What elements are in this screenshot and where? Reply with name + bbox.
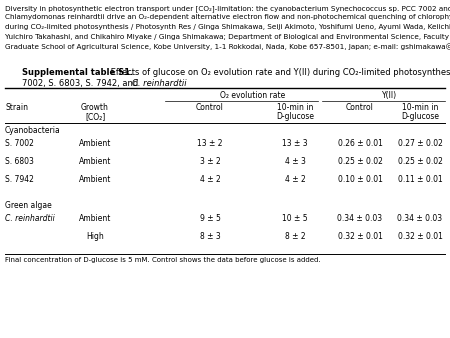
Text: 4 ± 3: 4 ± 3 (284, 157, 306, 166)
Text: Ambient: Ambient (79, 214, 111, 223)
Text: Ambient: Ambient (79, 175, 111, 184)
Text: O₂ evolution rate: O₂ evolution rate (220, 91, 285, 100)
Text: C. reinhardtii: C. reinhardtii (5, 214, 55, 223)
Text: Diversity in photosynthetic electron transport under [CO₂]-limitation: the cyano: Diversity in photosynthetic electron tra… (5, 5, 450, 12)
Text: D-glucose: D-glucose (401, 112, 439, 121)
Text: 0.34 ± 0.03: 0.34 ± 0.03 (397, 214, 442, 223)
Text: S. 6803: S. 6803 (5, 157, 34, 166)
Text: Graduate School of Agricultural Science, Kobe University, 1-1 Rokkodai, Nada, Ko: Graduate School of Agricultural Science,… (5, 43, 450, 50)
Text: Chlamydomonas reinhardtii drive an O₂-dependent alternative electron flow and no: Chlamydomonas reinhardtii drive an O₂-de… (5, 15, 450, 21)
Text: 0.25 ± 0.02: 0.25 ± 0.02 (397, 157, 442, 166)
Text: Control: Control (196, 103, 224, 112)
Text: Final concentration of D-glucose is 5 mM. Control shows the data before glucose : Final concentration of D-glucose is 5 mM… (5, 257, 320, 263)
Text: High: High (86, 232, 104, 241)
Text: 7002, S. 6803, S. 7942, and: 7002, S. 6803, S. 7942, and (22, 79, 141, 88)
Text: Yuichiro Takahashi, and Chikahiro Miyake / Ginga Shimakawa; Department of Biolog: Yuichiro Takahashi, and Chikahiro Miyake… (5, 33, 450, 40)
Text: Green algae: Green algae (5, 201, 52, 210)
Text: C. reinhardtii: C. reinhardtii (132, 79, 187, 88)
Text: 4 ± 2: 4 ± 2 (200, 175, 220, 184)
Text: 4 ± 2: 4 ± 2 (284, 175, 306, 184)
Text: 0.10 ± 0.01: 0.10 ± 0.01 (338, 175, 382, 184)
Text: Ambient: Ambient (79, 139, 111, 148)
Text: 0.26 ± 0.01: 0.26 ± 0.01 (338, 139, 382, 148)
Text: Strain: Strain (5, 103, 28, 112)
Text: 0.11 ± 0.01: 0.11 ± 0.01 (398, 175, 442, 184)
Text: 10-min in: 10-min in (277, 103, 313, 112)
Text: 8 ± 3: 8 ± 3 (200, 232, 220, 241)
Text: 9 ± 5: 9 ± 5 (199, 214, 220, 223)
Text: 13 ± 3: 13 ± 3 (282, 139, 308, 148)
Text: 13 ± 2: 13 ± 2 (197, 139, 223, 148)
Text: 3 ± 2: 3 ± 2 (200, 157, 220, 166)
Text: S. 7942: S. 7942 (5, 175, 34, 184)
Text: Cyanobacteria: Cyanobacteria (5, 126, 61, 135)
Text: D-glucose: D-glucose (276, 112, 314, 121)
Text: Effects of glucose on O₂ evolution rate and Y(II) during CO₂-limited photosynthe: Effects of glucose on O₂ evolution rate … (108, 68, 450, 77)
Text: 0.25 ± 0.02: 0.25 ± 0.02 (338, 157, 382, 166)
Text: [CO₂]: [CO₂] (85, 112, 105, 121)
Text: Ambient: Ambient (79, 157, 111, 166)
Text: Growth: Growth (81, 103, 109, 112)
Text: 0.34 ± 0.03: 0.34 ± 0.03 (338, 214, 382, 223)
Text: Supplemental table S1.: Supplemental table S1. (22, 68, 133, 77)
Text: Control: Control (346, 103, 374, 112)
Text: during CO₂-limited photosynthesis / Photosynth Res / Ginga Shimakawa, Seiji Akim: during CO₂-limited photosynthesis / Phot… (5, 24, 450, 30)
Text: 0.32 ± 0.01: 0.32 ± 0.01 (338, 232, 382, 241)
Text: 0.32 ± 0.01: 0.32 ± 0.01 (397, 232, 442, 241)
Text: 0.27 ± 0.02: 0.27 ± 0.02 (397, 139, 442, 148)
Text: 8 ± 2: 8 ± 2 (285, 232, 305, 241)
Text: 10 ± 5: 10 ± 5 (282, 214, 308, 223)
Text: Y(II): Y(II) (382, 91, 397, 100)
Text: 10-min in: 10-min in (402, 103, 438, 112)
Text: S. 7002: S. 7002 (5, 139, 34, 148)
